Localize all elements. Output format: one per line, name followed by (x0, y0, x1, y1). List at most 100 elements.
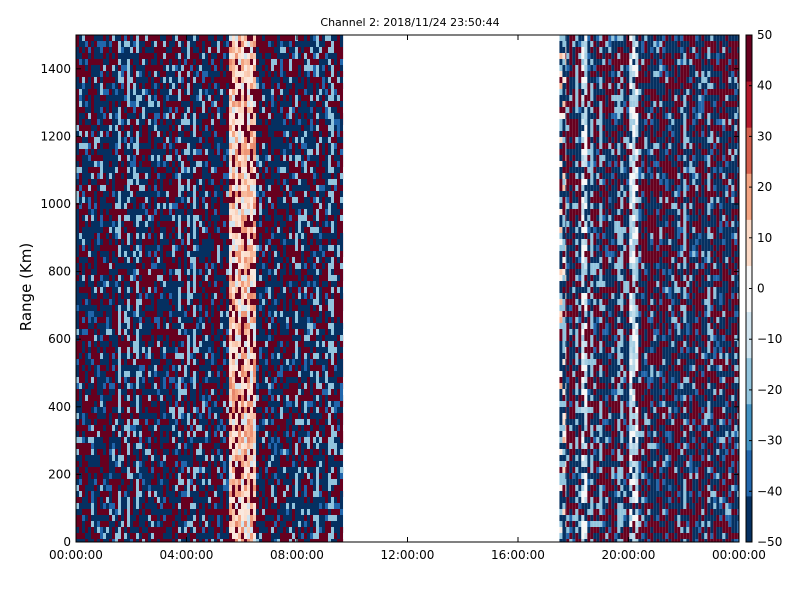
heatmap-cell (238, 413, 241, 419)
heatmap-cell (211, 485, 214, 491)
heatmap-cell (208, 185, 211, 191)
heatmap-cell (142, 245, 145, 251)
heatmap-cell (175, 167, 178, 173)
heatmap-cell (97, 131, 100, 137)
heatmap-cell (154, 167, 157, 173)
heatmap-cell (106, 131, 109, 137)
heatmap-cell (97, 113, 100, 119)
heatmap-cell (94, 209, 97, 215)
heatmap-cell (151, 515, 154, 521)
heatmap-cell (160, 515, 163, 521)
heatmap-cell (97, 347, 100, 353)
heatmap-cell (175, 317, 178, 323)
heatmap-cell (190, 263, 193, 269)
heatmap-cell (241, 407, 244, 413)
heatmap-cell (187, 527, 190, 533)
heatmap-cell (148, 101, 151, 107)
heatmap-cell (151, 167, 154, 173)
heatmap-cell (103, 131, 106, 137)
heatmap-cell (76, 191, 79, 197)
heatmap-cell (238, 113, 241, 119)
heatmap-cell (169, 143, 172, 149)
heatmap-cell (193, 419, 196, 425)
heatmap-cell (160, 299, 163, 305)
heatmap-cell (202, 353, 205, 359)
heatmap-cell (190, 245, 193, 251)
heatmap-cell (217, 269, 220, 275)
heatmap-cell (211, 89, 214, 95)
heatmap-cell (79, 347, 82, 353)
heatmap-cell (193, 425, 196, 431)
heatmap-cell (112, 467, 115, 473)
heatmap-cell (100, 59, 103, 65)
heatmap-cell (235, 431, 238, 437)
heatmap-cell (148, 269, 151, 275)
heatmap-cell (127, 419, 130, 425)
heatmap-cell (88, 401, 91, 407)
heatmap-cell (241, 245, 244, 251)
heatmap-cell (88, 281, 91, 287)
heatmap-cell (142, 491, 145, 497)
heatmap-cell (118, 305, 121, 311)
heatmap-cell (172, 281, 175, 287)
heatmap-cell (106, 155, 109, 161)
heatmap-cell (130, 179, 133, 185)
heatmap-cell (220, 95, 223, 101)
heatmap-cell (151, 257, 154, 263)
heatmap-cell (142, 59, 145, 65)
heatmap-cell (103, 377, 106, 383)
heatmap-cell (145, 107, 148, 113)
heatmap-cell (193, 125, 196, 131)
heatmap-cell (88, 143, 91, 149)
heatmap-cell (163, 167, 166, 173)
heatmap-cell (112, 497, 115, 503)
heatmap-cell (115, 113, 118, 119)
heatmap-cell (247, 443, 250, 449)
heatmap-cell (187, 185, 190, 191)
heatmap-cell (247, 377, 250, 383)
heatmap-cell (154, 59, 157, 65)
heatmap-cell (94, 149, 97, 155)
heatmap-cell (79, 311, 82, 317)
heatmap-cell (208, 89, 211, 95)
heatmap-cell (106, 119, 109, 125)
heatmap-cell (178, 107, 181, 113)
heatmap-cell (217, 203, 220, 209)
heatmap-cell (247, 233, 250, 239)
heatmap-cell (205, 155, 208, 161)
heatmap-cell (202, 527, 205, 533)
heatmap-cell (133, 395, 136, 401)
heatmap-cell (133, 35, 136, 41)
heatmap-cell (193, 479, 196, 485)
heatmap-cell (169, 179, 172, 185)
heatmap-cell (109, 95, 112, 101)
heatmap-cell (178, 491, 181, 497)
heatmap-cell (226, 407, 229, 413)
heatmap-cell (139, 59, 142, 65)
heatmap-cell (115, 137, 118, 143)
heatmap-cell (175, 215, 178, 221)
heatmap-cell (82, 221, 85, 227)
heatmap-cell (133, 287, 136, 293)
heatmap-cell (220, 257, 223, 263)
heatmap-cell (211, 155, 214, 161)
heatmap-cell (226, 209, 229, 215)
heatmap-cell (244, 155, 247, 161)
heatmap-cell (76, 431, 79, 437)
heatmap-cell (226, 269, 229, 275)
heatmap-cell (91, 221, 94, 227)
heatmap-cell (229, 41, 232, 47)
heatmap-cell (139, 461, 142, 467)
heatmap-cell (166, 509, 169, 515)
heatmap-cell (103, 161, 106, 167)
heatmap-cell (184, 413, 187, 419)
heatmap-cell (109, 41, 112, 47)
heatmap-cell (241, 251, 244, 257)
heatmap-cell (202, 359, 205, 365)
heatmap-cell (187, 287, 190, 293)
heatmap-cell (184, 221, 187, 227)
heatmap-cell (220, 191, 223, 197)
heatmap-cell (205, 377, 208, 383)
heatmap-cell (241, 197, 244, 203)
heatmap-cell (181, 293, 184, 299)
